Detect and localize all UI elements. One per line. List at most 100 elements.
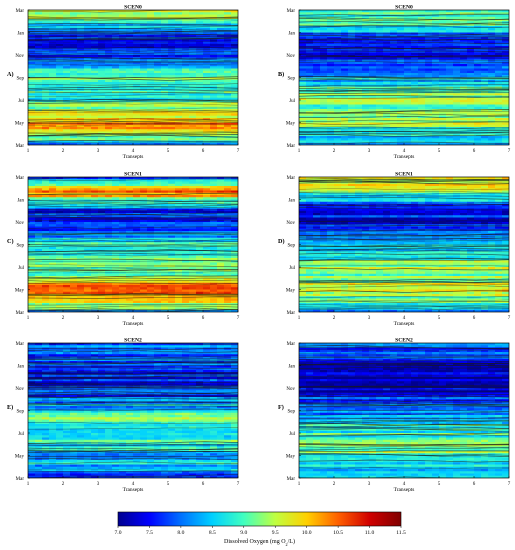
heatmap-cell — [334, 28, 342, 31]
heatmap-cell — [49, 190, 57, 194]
heatmap-cell — [495, 16, 503, 20]
heatmap-cell — [112, 224, 120, 228]
heatmap-cell — [217, 111, 225, 115]
heatmap-cell — [112, 48, 120, 52]
heatmap-cell — [161, 93, 169, 97]
heatmap-cell — [397, 138, 405, 142]
heatmap-cell — [334, 21, 342, 25]
contour-line — [28, 120, 238, 123]
heatmap-cell — [147, 10, 155, 13]
heatmap-cell — [91, 226, 99, 230]
heatmap-cell — [77, 61, 85, 65]
heatmap-cell — [474, 41, 482, 45]
heatmap-cell — [224, 260, 232, 264]
heatmap-cell — [341, 12, 349, 16]
heatmap-cell — [126, 228, 134, 232]
heatmap-cell — [49, 136, 57, 139]
heatmap-cell — [460, 48, 468, 52]
heatmap-cell — [355, 59, 363, 63]
heatmap-cell — [210, 258, 218, 261]
heatmap-cell — [453, 111, 461, 115]
heatmap-cell — [502, 39, 509, 43]
heatmap-cell — [42, 95, 50, 99]
heatmap-cell — [320, 91, 328, 94]
heatmap-cell — [175, 244, 183, 248]
heatmap-cell — [481, 102, 489, 106]
heatmap-cell — [168, 181, 176, 185]
heatmap-cell — [98, 267, 106, 270]
heatmap-cell — [453, 30, 461, 34]
heatmap-cell — [425, 129, 433, 133]
heatmap-cell — [320, 61, 328, 65]
heatmap-cell — [502, 28, 509, 31]
heatmap-cell — [189, 127, 197, 130]
heatmap-cell — [418, 84, 426, 88]
heatmap-cell — [203, 106, 211, 110]
heatmap-cell — [91, 95, 99, 99]
heatmap-cell — [313, 59, 321, 63]
heatmap-cell — [168, 237, 176, 241]
heatmap-cell — [140, 237, 148, 241]
heatmap-cell — [112, 115, 120, 119]
heatmap-cell — [299, 133, 307, 137]
heatmap-cell — [334, 122, 342, 126]
heatmap-cell — [56, 25, 64, 29]
heatmap-cell — [63, 25, 71, 29]
heatmap-cell — [98, 21, 106, 25]
heatmap-cell — [439, 48, 447, 52]
heatmap-cell — [460, 100, 468, 103]
heatmap-cell — [355, 113, 363, 117]
heatmap-cell — [502, 30, 509, 34]
heatmap-cell — [133, 14, 141, 18]
heatmap-cell — [453, 93, 461, 97]
heatmap-cell — [320, 19, 328, 22]
heatmap-cell — [91, 219, 99, 223]
heatmap-cell — [105, 213, 113, 216]
heatmap-cell — [411, 133, 419, 137]
heatmap-cell — [119, 12, 127, 16]
heatmap-cell — [224, 21, 232, 25]
heatmap-cell — [49, 111, 57, 115]
heatmap-cell — [182, 226, 190, 230]
heatmap-cell — [28, 199, 36, 203]
heatmap-cell — [189, 82, 197, 85]
heatmap-cell — [126, 181, 134, 185]
heatmap-cell — [35, 122, 43, 126]
heatmap-cell — [203, 233, 211, 237]
heatmap-cell — [154, 258, 162, 261]
heatmap-cell — [348, 70, 356, 74]
heatmap-cell — [112, 201, 120, 205]
heatmap-cell — [161, 37, 169, 40]
heatmap-cell — [376, 100, 384, 103]
heatmap-cell — [28, 195, 36, 198]
heatmap-cell — [432, 68, 440, 72]
heatmap-cell — [418, 82, 426, 85]
heatmap-cell — [334, 86, 342, 90]
heatmap-cell — [182, 142, 190, 145]
heatmap-cell — [77, 57, 85, 61]
heatmap-cell — [70, 19, 78, 22]
x-tick-label: 1 — [27, 149, 30, 154]
heatmap-cell — [404, 136, 412, 139]
heatmap-cell — [397, 57, 405, 61]
heatmap-cell — [425, 102, 433, 106]
heatmap-cell — [126, 41, 134, 45]
heatmap-cell — [182, 258, 190, 261]
heatmap-cell — [432, 136, 440, 139]
heatmap-cell — [28, 179, 36, 183]
heatmap-cell — [320, 37, 328, 40]
heatmap-cell — [105, 104, 113, 108]
heatmap-cell — [376, 111, 384, 115]
heatmap-cell — [56, 28, 64, 31]
heatmap-cell — [481, 39, 489, 43]
heatmap-cell — [334, 131, 342, 135]
heatmap-cell — [306, 124, 314, 128]
heatmap-cell — [306, 64, 314, 67]
heatmap-cell — [224, 64, 232, 67]
heatmap-cell — [224, 186, 232, 189]
heatmap-cell — [105, 262, 113, 266]
heatmap-cell — [299, 95, 307, 99]
heatmap-cell — [404, 86, 412, 90]
heatmap-cell — [460, 106, 468, 110]
heatmap-cell — [56, 88, 64, 92]
